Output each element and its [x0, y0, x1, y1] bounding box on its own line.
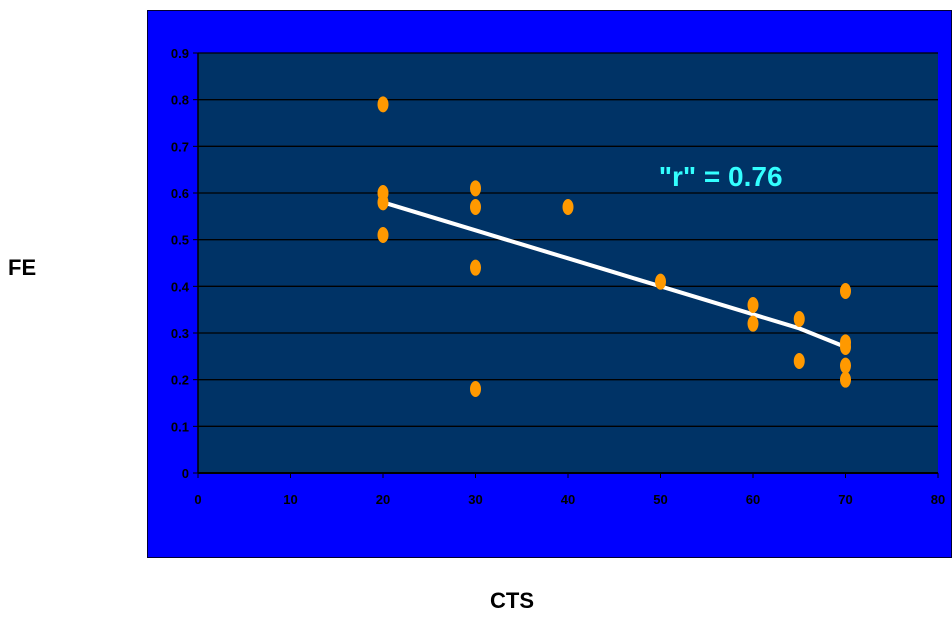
- data-point-17: [840, 357, 851, 374]
- x-tick-label-5: 50: [653, 492, 667, 507]
- y-tick-label-4: 0.4: [171, 279, 190, 294]
- x-tick-label-6: 60: [746, 492, 760, 507]
- data-point-0: [377, 96, 389, 113]
- y-tick-label-0: 0: [182, 466, 189, 481]
- data-point-9: [655, 273, 666, 290]
- x-axis-label: CTS: [490, 588, 534, 613]
- data-point-6: [470, 259, 481, 276]
- data-points: [377, 96, 851, 397]
- data-point-4: [470, 180, 481, 197]
- scatter-chart: 0 0.1 0.2 0.3 0.4 0.5 0.6 0.7 0.8 0.9 0 10 20 30 40 50…: [171, 46, 945, 507]
- x-tick-label-7: 70: [838, 492, 852, 507]
- x-tick-label-1: 10: [283, 492, 297, 507]
- chart-frame: 0 0.1 0.2 0.3 0.4 0.5 0.6 0.7 0.8 0.9 0 10 20 30 40 50…: [147, 10, 952, 558]
- data-point-12: [793, 311, 805, 327]
- y-tick-label-9: 0.9: [171, 46, 189, 61]
- data-point-3: [377, 227, 389, 243]
- x-tick-label-4: 40: [561, 492, 575, 507]
- data-point-2: [377, 194, 389, 211]
- y-tick-label-6: 0.6: [171, 186, 189, 201]
- correlation-annotation: "r" = 0.76: [659, 161, 783, 192]
- data-point-10: [747, 297, 759, 313]
- y-tick-label-8: 0.8: [171, 93, 189, 108]
- x-tick-label-2: 20: [376, 492, 390, 507]
- data-point-18: [840, 371, 851, 388]
- x-tick-labels: 0 10 20 30 40 50 60 70 80: [194, 473, 945, 507]
- data-point-11: [747, 315, 759, 332]
- x-tick-label-8: 80: [931, 492, 945, 507]
- y-tick-label-5: 0.5: [171, 233, 189, 248]
- trendline: [382, 200, 847, 349]
- data-point-7: [470, 381, 481, 397]
- data-point-13: [793, 353, 805, 369]
- y-tick-label-3: 0.3: [171, 326, 189, 341]
- data-point-14: [840, 283, 851, 299]
- plot-area: [198, 53, 938, 473]
- data-point-16: [840, 339, 851, 355]
- data-point-8: [562, 199, 574, 215]
- data-point-5: [470, 199, 481, 215]
- y-tick-label-1: 0.1: [171, 419, 189, 434]
- y-tick-labels: 0 0.1 0.2 0.3 0.4 0.5 0.6 0.7 0.8 0.9: [171, 46, 198, 481]
- grid-lines: [198, 52, 938, 427]
- x-tick-label-3: 30: [468, 492, 482, 507]
- y-tick-label-2: 0.2: [171, 373, 189, 388]
- y-tick-label-7: 0.7: [171, 139, 189, 154]
- y-axis-label: FE: [8, 255, 37, 280]
- x-tick-label-0: 0: [194, 492, 201, 507]
